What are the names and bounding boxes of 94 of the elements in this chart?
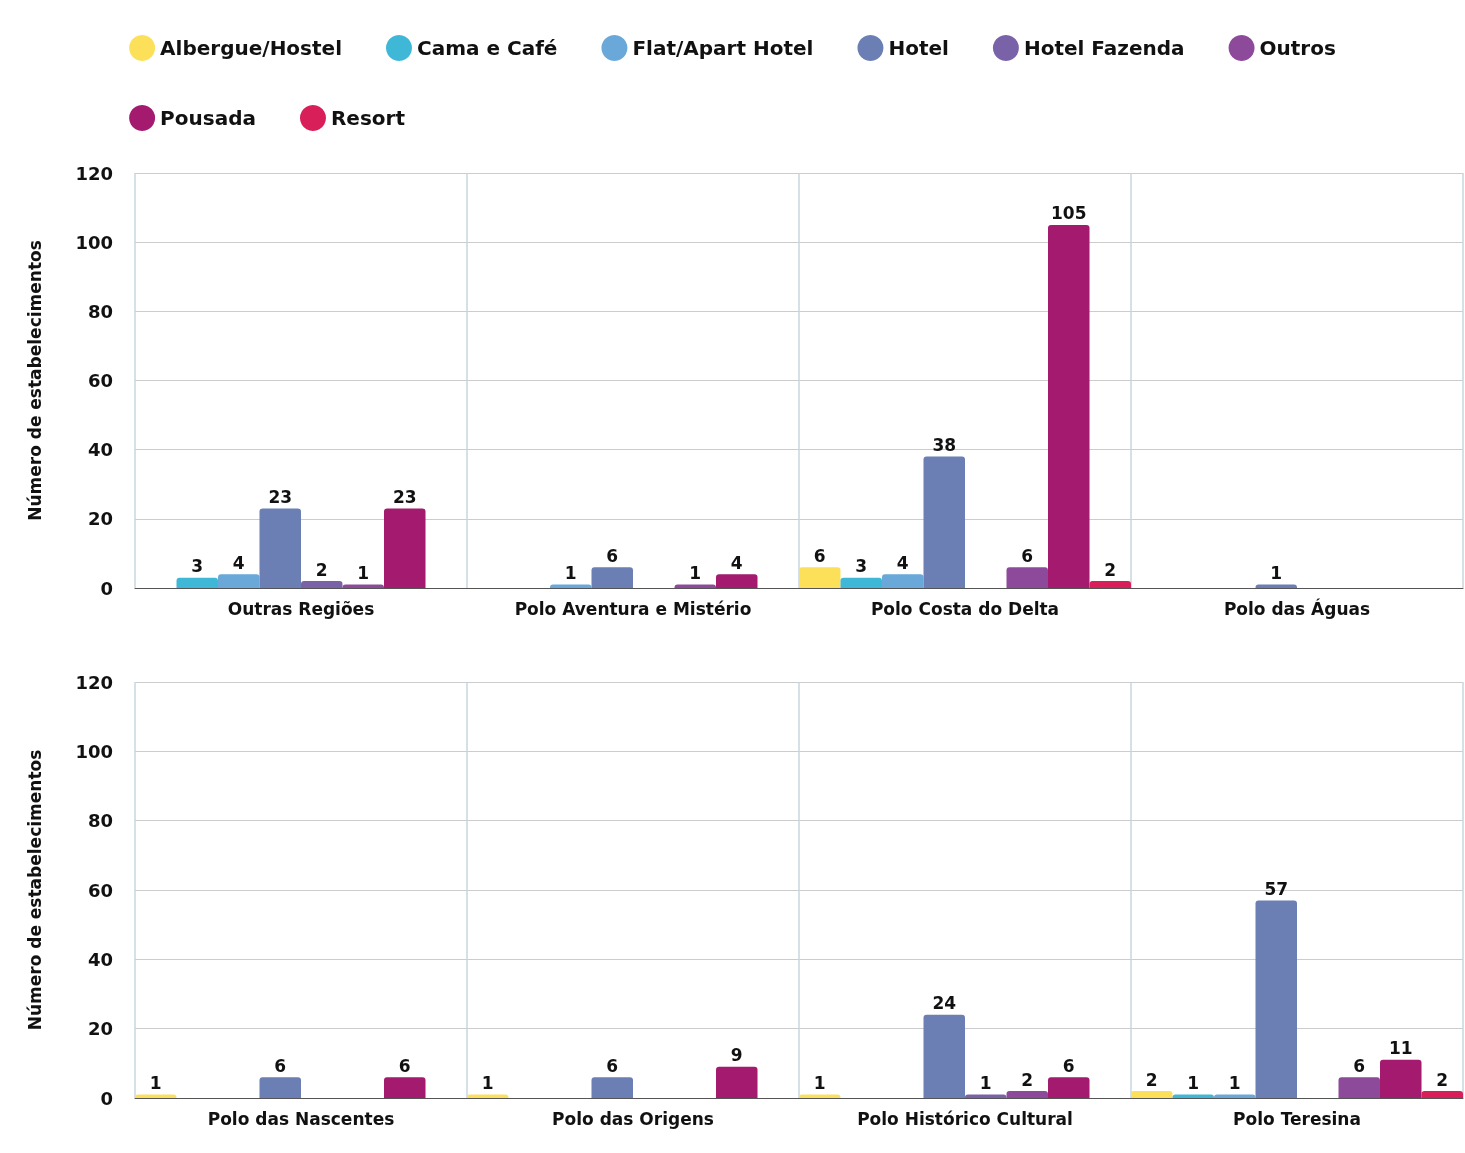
x-tick-label: Polo Costa do Delta <box>870 598 1060 619</box>
bar <box>384 508 426 588</box>
legend-label: Resort <box>330 106 406 130</box>
data-label: 23 <box>268 486 293 507</box>
data-label: 4 <box>232 552 245 573</box>
data-label: 1 <box>1187 1073 1200 1094</box>
legend-label: Pousada <box>160 106 256 130</box>
x-tick-label: Polo das Nascentes <box>207 1108 395 1129</box>
x-tick-label: Polo Histórico Cultural <box>857 1108 1073 1129</box>
bar <box>591 567 633 588</box>
bar <box>1421 1091 1463 1098</box>
y-tick-label: 80 <box>87 300 113 322</box>
data-label: 9 <box>730 1045 743 1066</box>
bar <box>923 1014 965 1098</box>
bar <box>1131 1091 1173 1098</box>
bar <box>1006 1091 1048 1098</box>
x-tick-label: Outras Regiões <box>227 598 375 619</box>
data-label: 24 <box>932 993 957 1014</box>
y-tick-label: 60 <box>87 879 113 901</box>
y-axis-title: Número de estabelecimentos <box>24 749 45 1031</box>
data-label: 57 <box>1264 878 1289 899</box>
y-tick-label: 40 <box>87 948 113 970</box>
data-label: 1 <box>979 1073 992 1094</box>
bar <box>1006 567 1048 588</box>
bar <box>259 1077 301 1098</box>
y-tick-label: 80 <box>87 810 113 832</box>
data-label: 4 <box>896 552 909 573</box>
legend-label: Hotel Fazenda <box>1023 36 1185 60</box>
data-label: 2 <box>315 559 328 580</box>
bar <box>1089 581 1131 588</box>
y-tick-label: 0 <box>100 577 113 599</box>
y-tick-label: 60 <box>87 370 113 391</box>
y-tick-label: 120 <box>75 162 113 184</box>
bar <box>1255 900 1297 1098</box>
bar <box>259 508 301 588</box>
x-tick-label: Polo das Águas <box>1223 597 1371 619</box>
data-label: 4 <box>730 552 743 573</box>
bar <box>301 581 343 588</box>
legend-label: Hotel <box>888 36 949 60</box>
bar <box>176 577 218 588</box>
data-label: 6 <box>1353 1055 1366 1076</box>
bar <box>840 577 882 588</box>
bar <box>1338 1077 1380 1098</box>
data-label: 1 <box>1270 563 1283 584</box>
data-label: 1 <box>357 563 370 584</box>
bar <box>591 1077 633 1098</box>
legend-label: Albergue/Hostel <box>160 36 342 60</box>
data-label: 38 <box>932 435 957 456</box>
data-label: 2 <box>1104 559 1117 580</box>
y-tick-label: 0 <box>100 1087 113 1109</box>
data-label: 1 <box>813 1073 826 1094</box>
x-tick-label: Polo Teresina <box>1233 1108 1361 1129</box>
data-label: 1 <box>564 563 577 584</box>
data-label: 6 <box>606 545 619 566</box>
data-label: 2 <box>1021 1069 1034 1090</box>
bar <box>218 574 260 588</box>
bar <box>882 574 924 588</box>
data-label: 6 <box>813 545 826 566</box>
data-label: 1 <box>689 563 702 584</box>
bar <box>384 1077 426 1098</box>
data-label: 6 <box>1062 1055 1075 1076</box>
data-label: 1 <box>149 1073 162 1094</box>
y-tick-label: 20 <box>87 508 113 530</box>
y-tick-label: 40 <box>87 439 113 461</box>
data-label: 2 <box>1145 1069 1158 1090</box>
y-tick-label: 120 <box>75 671 113 693</box>
data-label: 6 <box>274 1055 287 1076</box>
bar <box>716 574 758 588</box>
y-axis-title: Número de estabelecimentos <box>24 240 45 521</box>
legend-label: Cama e Café <box>416 36 558 60</box>
bar <box>716 1066 758 1098</box>
x-tick-label: Polo das Origens <box>552 1108 714 1129</box>
data-label: 1 <box>481 1073 494 1094</box>
y-tick-label: 20 <box>87 1018 113 1040</box>
bar <box>799 567 841 588</box>
data-label: 6 <box>606 1055 619 1076</box>
bar <box>1048 224 1090 588</box>
x-tick-label: Polo Aventura e Mistério <box>514 598 752 619</box>
data-label: 3 <box>855 556 868 577</box>
bar <box>1380 1059 1422 1098</box>
legend-label: Flat/Apart Hotel <box>632 36 814 60</box>
data-label: 2 <box>1436 1069 1449 1090</box>
data-label: 23 <box>392 486 417 507</box>
y-tick-label: 100 <box>75 740 113 762</box>
data-label: 6 <box>1021 545 1034 566</box>
bar <box>923 456 965 588</box>
bar <box>1048 1077 1090 1098</box>
legend-label: Outros <box>1259 36 1336 60</box>
data-label: 105 <box>1051 203 1087 224</box>
data-label: 1 <box>1228 1073 1241 1094</box>
data-label: 3 <box>191 556 204 577</box>
data-label: 11 <box>1388 1038 1413 1059</box>
y-tick-label: 100 <box>75 231 113 253</box>
data-label: 6 <box>398 1055 411 1076</box>
